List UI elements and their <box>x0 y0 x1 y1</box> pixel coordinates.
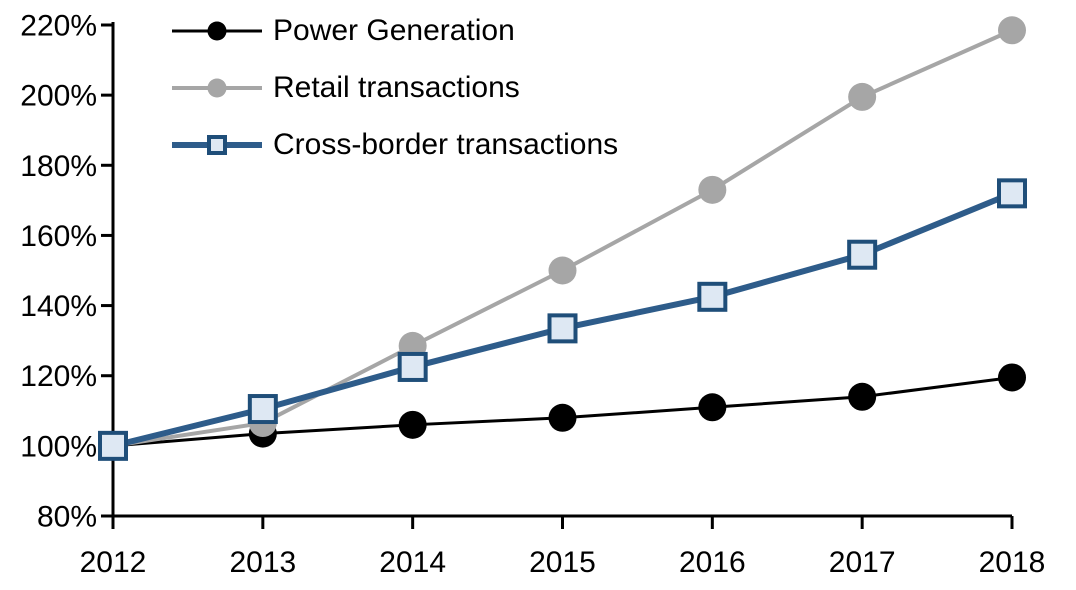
x-axis-tick-label: 2015 <box>529 546 596 579</box>
data-point-square <box>847 239 878 270</box>
data-point-circle <box>548 403 577 432</box>
y-axis-tick-label: 160% <box>20 220 97 253</box>
legend-item-cross-border-transactions: Cross-border transactions <box>172 126 618 164</box>
legend-label: Power Generation <box>273 14 515 47</box>
legend-label: Cross-border transactions <box>273 128 619 161</box>
y-axis-tick-label: 180% <box>20 150 97 183</box>
data-point-circle <box>998 16 1026 45</box>
x-axis-tick-label: 2014 <box>379 546 446 579</box>
power-generation-line-marker-icon <box>172 12 262 50</box>
data-point-square <box>997 178 1027 209</box>
data-point-circle <box>698 175 727 204</box>
legend-label: Retail transactions <box>273 71 520 104</box>
data-point-circle <box>848 382 877 411</box>
x-axis-tick-label: 2013 <box>229 546 296 579</box>
legend-item-power-generation: Power Generation <box>172 12 618 50</box>
cross-border-transactions-line-marker-icon <box>172 126 262 164</box>
chart-legend: Power Generation Retail transactions Cro… <box>172 12 618 183</box>
data-point-square <box>247 394 278 425</box>
data-point-circle <box>698 393 727 422</box>
legend-marker-icon <box>207 21 227 41</box>
legend-marker-icon <box>207 135 227 155</box>
data-point-circle <box>398 410 427 439</box>
data-point-circle <box>848 82 877 111</box>
y-axis-tick-label: 200% <box>20 80 97 113</box>
y-axis-tick-label: 80% <box>37 501 97 534</box>
data-point-square <box>98 430 128 461</box>
data-point-square <box>397 351 428 382</box>
data-point-square <box>547 313 578 344</box>
x-axis-tick-label: 2018 <box>979 546 1046 579</box>
x-axis-tick-label: 2016 <box>679 546 746 579</box>
legend-marker-icon <box>207 78 227 98</box>
data-point-circle <box>998 363 1026 392</box>
y-axis-tick-label: 100% <box>20 430 97 463</box>
retail-transactions-line-marker-icon <box>172 69 262 107</box>
y-axis-tick-label: 220% <box>20 10 97 43</box>
y-axis-tick-label: 140% <box>20 290 97 323</box>
y-axis-tick-label: 120% <box>20 360 97 393</box>
data-point-square <box>697 281 728 312</box>
x-axis-tick-label: 2012 <box>80 546 147 579</box>
x-axis-tick-label: 2017 <box>829 546 896 579</box>
legend-item-retail-transactions: Retail transactions <box>172 69 618 107</box>
data-point-circle <box>548 256 577 285</box>
